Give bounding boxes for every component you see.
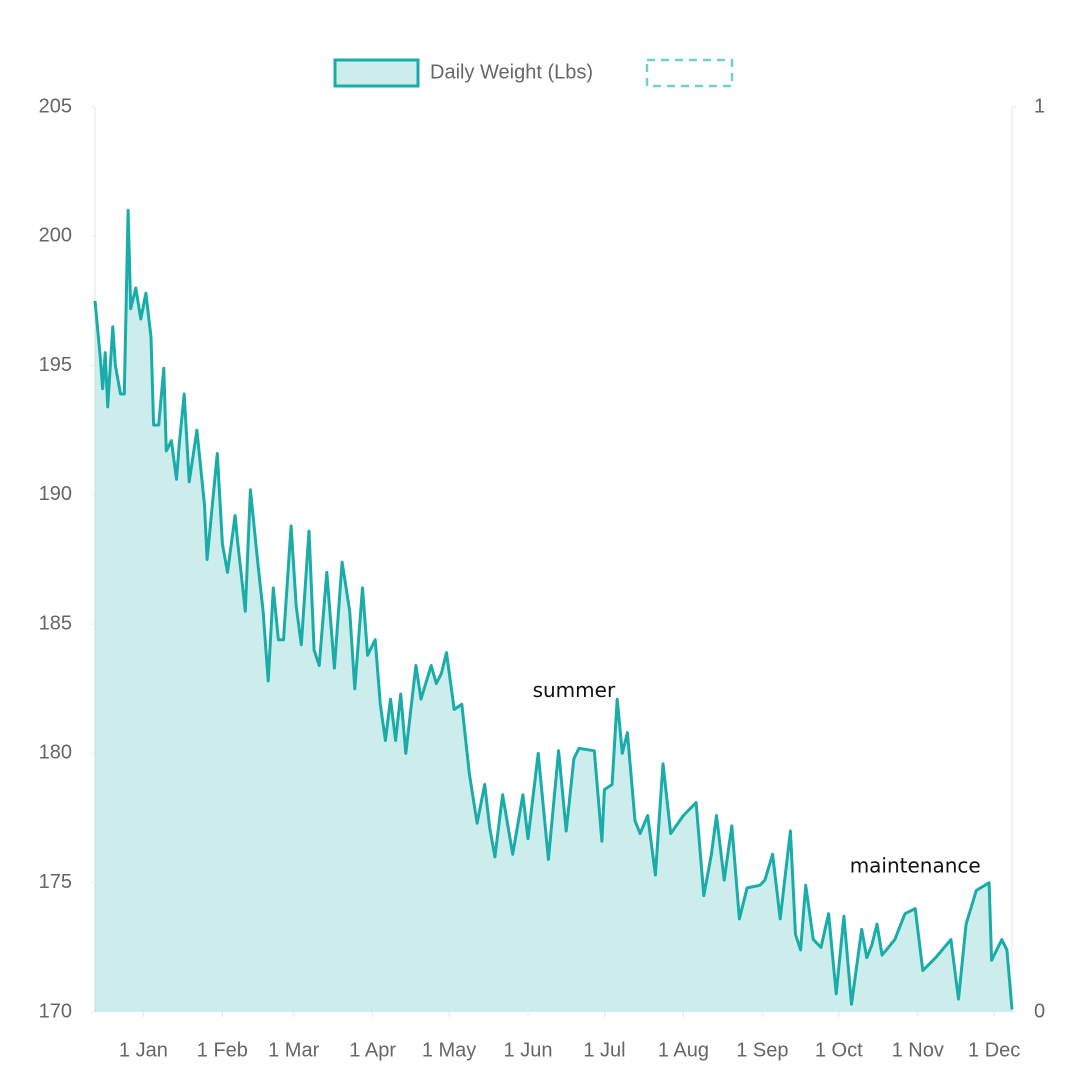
- x-tick-label: 1 Feb: [197, 1039, 248, 1061]
- x-tick-label: 1 Aug: [658, 1039, 709, 1061]
- y-tick-label: 195: [39, 354, 72, 376]
- line: [93, 208, 1014, 1010]
- x-tick-label: 1 Sep: [736, 1039, 788, 1061]
- y-tick-label: 175: [39, 871, 72, 893]
- y-tick-label: 170: [39, 1000, 72, 1022]
- legend-swatch[interactable]: [333, 58, 420, 88]
- y-tick-label: 205: [39, 95, 72, 117]
- x-tick-label: 1 Jun: [504, 1039, 553, 1061]
- y-tick-label: 185: [39, 612, 72, 634]
- area-fill: [95, 210, 1012, 1012]
- y-tick-label: 190: [39, 483, 72, 505]
- y-tick-label: 180: [39, 742, 72, 764]
- x-tick-label: 1 Jan: [119, 1039, 168, 1061]
- x-tick-label: 1 Dec: [968, 1039, 1020, 1061]
- y-tick-label: 200: [39, 225, 72, 247]
- x-tick-label: 1 Mar: [268, 1039, 319, 1061]
- x-tick-label: 1 Oct: [815, 1039, 863, 1061]
- x-tick-label: 1 Nov: [892, 1039, 944, 1061]
- y2-tick-label: 0: [1034, 1000, 1045, 1022]
- x-tick-label: 1 May: [422, 1039, 476, 1061]
- legend-empty-swatch[interactable]: [645, 58, 734, 88]
- annotation: summer: [533, 678, 616, 702]
- x-tick-label: 1 Jul: [583, 1039, 625, 1061]
- x-tick-label: 1 Apr: [349, 1039, 396, 1061]
- annotation: maintenance: [850, 854, 981, 878]
- legend-label[interactable]: Daily Weight (Lbs): [430, 61, 593, 83]
- y2-tick-label: 1: [1034, 95, 1045, 117]
